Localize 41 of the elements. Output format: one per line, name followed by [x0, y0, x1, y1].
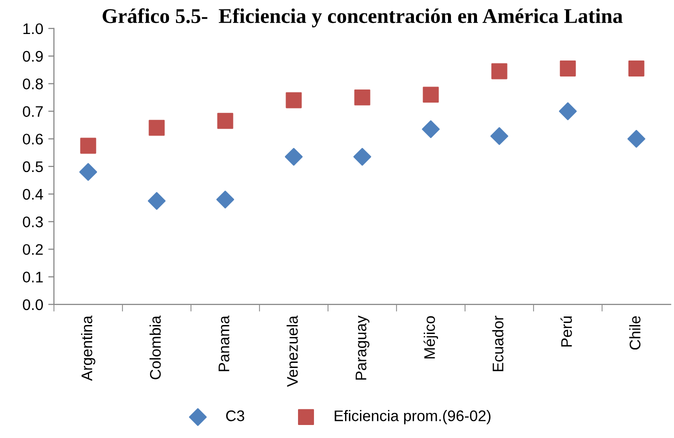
y-tick-label: 0.3 [22, 216, 43, 228]
point [490, 127, 508, 145]
legend-label: Eficiencia prom.(96-02) [334, 410, 490, 424]
point [80, 138, 96, 154]
x-tick-label: Chile [629, 316, 640, 350]
x-tick-label: Paraguay [356, 316, 370, 380]
point [422, 120, 440, 138]
y-tick-label: 0.5 [22, 161, 43, 172]
x-tick-label: Colombia [150, 316, 161, 380]
point [627, 130, 646, 148]
chart-title: Gráfico 5.5- Eficiencia y concentración en América Latina [102, 8, 623, 28]
point [558, 102, 577, 120]
y-tick-label: 0.7 [22, 106, 43, 117]
point [628, 60, 644, 76]
y-tick-label: 0.8 [22, 78, 43, 90]
y-tick-label: 0.2 [22, 244, 43, 255]
point [560, 60, 576, 76]
y-tick-label: 1.0 [23, 23, 43, 34]
x-tick-label: Ecuador [492, 316, 504, 372]
point [354, 89, 370, 106]
y-tick-label: 0.0 [22, 299, 43, 310]
legend-label: C3 [226, 410, 244, 422]
y-tick-label: 0.6 [22, 134, 43, 145]
y-tick-label: 0.1 [22, 272, 43, 282]
point [353, 148, 372, 166]
point [148, 120, 165, 136]
point [284, 148, 303, 166]
y-tick-label: 0.9 [22, 50, 43, 62]
x-tick-label: Venezuela [286, 316, 298, 387]
x-tick-label: Méjico [424, 316, 438, 358]
point [216, 190, 234, 208]
y-tick-label: 0.4 [22, 188, 44, 200]
point [422, 86, 439, 103]
point [286, 92, 302, 108]
point [491, 63, 508, 80]
point [79, 163, 98, 181]
x-tick-label: Perú [560, 316, 572, 347]
x-tick-label: Argentina [81, 316, 96, 381]
point [217, 112, 234, 129]
point [148, 192, 166, 210]
x-tick-label: Panama [218, 316, 230, 372]
